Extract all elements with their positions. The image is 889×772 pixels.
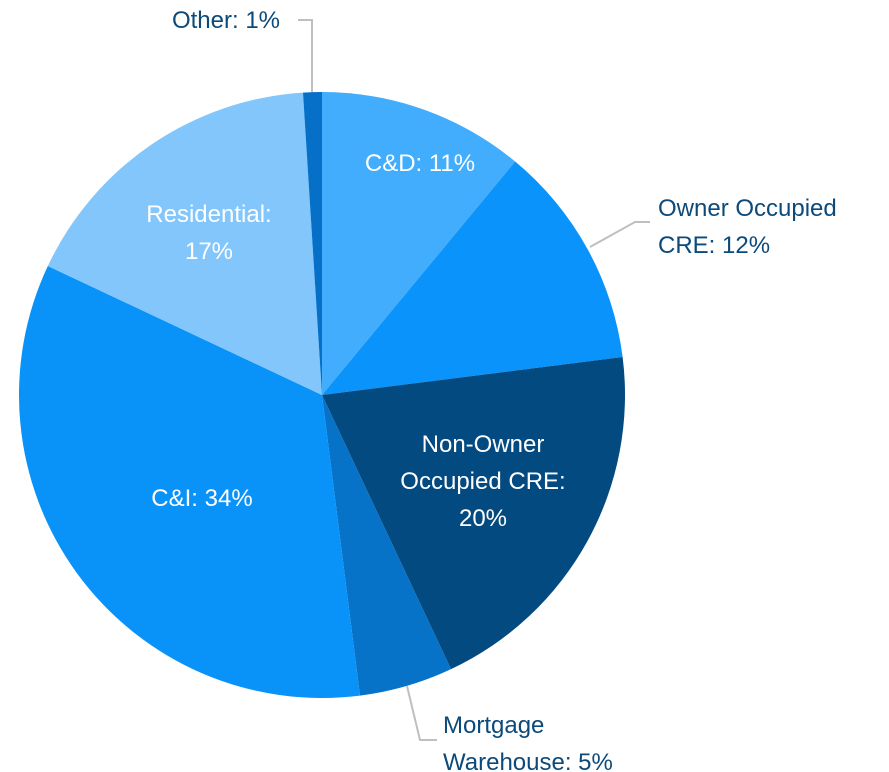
data-label: Other: 1% — [172, 7, 280, 34]
data-label: Residential: 17% — [146, 201, 271, 265]
data-label-line: C&D: 11% — [365, 150, 475, 177]
pie-slice — [322, 92, 516, 395]
leader-line — [406, 685, 437, 741]
pie-slice — [302, 92, 322, 395]
data-label: Non-Owner Occupied CRE: 20% — [400, 431, 565, 532]
data-label: Mortgage Warehouse: 5% — [443, 712, 613, 772]
pie-slice — [322, 357, 625, 670]
data-label-line: 17% — [185, 238, 233, 265]
data-label-line: Other: 1% — [172, 7, 280, 34]
pie-slice — [322, 395, 452, 696]
data-label-line: Mortgage — [443, 712, 544, 739]
data-label-line: Warehouse: 5% — [443, 749, 613, 772]
data-label-line: 20% — [459, 505, 507, 532]
data-label: C&D: 11% — [365, 150, 475, 177]
data-label: C&I: 34% — [151, 485, 252, 512]
data-label-line: Residential: — [146, 201, 271, 228]
pie-slice — [47, 92, 322, 395]
pie-slice — [322, 161, 623, 395]
leader-line — [298, 19, 313, 92]
data-label: Owner Occupied CRE: 12% — [658, 195, 837, 259]
pie-slice — [19, 265, 360, 698]
data-label-line: C&I: 34% — [151, 485, 252, 512]
leader-line — [589, 221, 650, 248]
data-label-line: Occupied CRE: — [400, 468, 565, 495]
data-label-line: CRE: 12% — [658, 232, 770, 259]
data-label-line: Non-Owner — [422, 431, 545, 458]
data-label-line: Owner Occupied — [658, 195, 837, 222]
